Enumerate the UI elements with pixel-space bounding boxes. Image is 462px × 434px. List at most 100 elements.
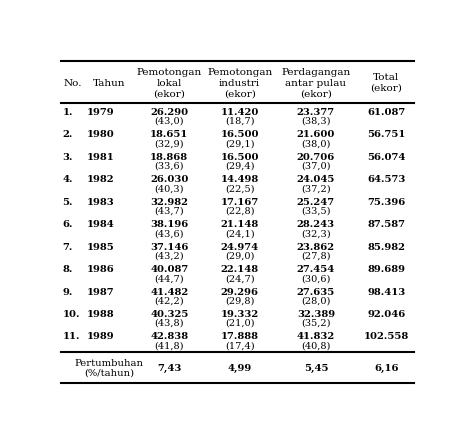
Text: (43,2): (43,2): [154, 251, 184, 260]
Text: 7.: 7.: [62, 242, 73, 251]
Text: 19.332: 19.332: [220, 309, 259, 318]
Text: 40.087: 40.087: [150, 264, 188, 273]
Text: 3.: 3.: [62, 153, 73, 161]
Text: (37,0): (37,0): [301, 161, 331, 171]
Text: 22.148: 22.148: [220, 264, 259, 273]
Text: 16.500: 16.500: [220, 130, 259, 139]
Text: 17.167: 17.167: [220, 197, 259, 206]
Text: (30,6): (30,6): [301, 273, 331, 283]
Text: (32,9): (32,9): [155, 139, 184, 148]
Text: 1.: 1.: [62, 108, 73, 117]
Text: (18,7): (18,7): [225, 117, 255, 126]
Text: (43,8): (43,8): [155, 318, 184, 327]
Text: 41.482: 41.482: [150, 287, 188, 296]
Text: 37.146: 37.146: [150, 242, 188, 251]
Text: (17,4): (17,4): [225, 341, 255, 350]
Text: (32,3): (32,3): [301, 229, 331, 238]
Text: Total
(ekor): Total (ekor): [371, 73, 402, 93]
Text: 2.: 2.: [62, 130, 73, 139]
Text: (33,6): (33,6): [155, 161, 184, 171]
Text: (38,3): (38,3): [301, 117, 331, 126]
Text: 1989: 1989: [87, 332, 115, 341]
Text: 24.974: 24.974: [220, 242, 259, 251]
Text: (38,0): (38,0): [301, 139, 331, 148]
Text: (27,8): (27,8): [301, 251, 331, 260]
Text: 28.243: 28.243: [297, 220, 335, 229]
Text: 1983: 1983: [87, 197, 115, 206]
Text: 1988: 1988: [87, 309, 115, 318]
Text: 98.413: 98.413: [367, 287, 405, 296]
Text: 1987: 1987: [87, 287, 115, 296]
Text: 85.982: 85.982: [367, 242, 405, 251]
Text: (44,7): (44,7): [154, 273, 184, 283]
Text: (43,7): (43,7): [154, 206, 184, 215]
Text: 26.030: 26.030: [150, 175, 188, 184]
Text: 17.888: 17.888: [221, 332, 259, 341]
Text: 23.862: 23.862: [297, 242, 335, 251]
Text: Pertumbuhan
(%/tahun): Pertumbuhan (%/tahun): [74, 358, 143, 377]
Text: 4.: 4.: [62, 175, 73, 184]
Text: 1980: 1980: [87, 130, 115, 139]
Text: 41.832: 41.832: [297, 332, 335, 341]
Text: 4,99: 4,99: [227, 363, 252, 372]
Text: 92.046: 92.046: [367, 309, 405, 318]
Text: 26.290: 26.290: [150, 108, 188, 117]
Text: 56.074: 56.074: [367, 153, 406, 161]
Text: 38.196: 38.196: [150, 220, 188, 229]
Text: 1985: 1985: [87, 242, 115, 251]
Text: 8.: 8.: [62, 264, 73, 273]
Text: 64.573: 64.573: [367, 175, 406, 184]
Text: 1982: 1982: [87, 175, 115, 184]
Text: 42.838: 42.838: [150, 332, 188, 341]
Text: 102.558: 102.558: [364, 332, 409, 341]
Text: 1984: 1984: [87, 220, 115, 229]
Text: (24,7): (24,7): [225, 273, 255, 283]
Text: 61.087: 61.087: [367, 108, 405, 117]
Text: 27.635: 27.635: [297, 287, 335, 296]
Text: (21,0): (21,0): [225, 318, 255, 327]
Text: 6.: 6.: [62, 220, 73, 229]
Text: 1986: 1986: [87, 264, 115, 273]
Text: 32.982: 32.982: [150, 197, 188, 206]
Text: (28,0): (28,0): [301, 296, 331, 305]
Text: (37,2): (37,2): [301, 184, 331, 193]
Text: 11.420: 11.420: [220, 108, 259, 117]
Text: 6,16: 6,16: [374, 363, 399, 372]
Text: 21.600: 21.600: [297, 130, 335, 139]
Text: 5,45: 5,45: [304, 363, 328, 372]
Text: 40.325: 40.325: [150, 309, 188, 318]
Text: 9.: 9.: [62, 287, 73, 296]
Text: (35,2): (35,2): [301, 318, 331, 327]
Text: (43,0): (43,0): [155, 117, 184, 126]
Text: 18.868: 18.868: [150, 153, 188, 161]
Text: (33,5): (33,5): [301, 206, 331, 215]
Text: (24,1): (24,1): [225, 229, 255, 238]
Text: Pemotongan
industri
(ekor): Pemotongan industri (ekor): [207, 68, 272, 98]
Text: (41,8): (41,8): [155, 341, 184, 350]
Text: (29,1): (29,1): [225, 139, 255, 148]
Text: 32.389: 32.389: [297, 309, 335, 318]
Text: 1979: 1979: [87, 108, 115, 117]
Text: (29,8): (29,8): [225, 296, 255, 305]
Text: 18.651: 18.651: [150, 130, 188, 139]
Text: 29.296: 29.296: [221, 287, 259, 296]
Text: (40,8): (40,8): [301, 341, 331, 350]
Text: 11.: 11.: [62, 332, 80, 341]
Text: No.: No.: [64, 79, 83, 88]
Text: (29,4): (29,4): [225, 161, 255, 171]
Text: Tahun: Tahun: [93, 79, 125, 88]
Text: (40,3): (40,3): [155, 184, 184, 193]
Text: 16.500: 16.500: [220, 153, 259, 161]
Text: (29,0): (29,0): [225, 251, 255, 260]
Text: 87.587: 87.587: [367, 220, 405, 229]
Text: 75.396: 75.396: [367, 197, 405, 206]
Text: 25.247: 25.247: [297, 197, 335, 206]
Text: 21.148: 21.148: [220, 220, 259, 229]
Text: 20.706: 20.706: [297, 153, 335, 161]
Text: (42,2): (42,2): [154, 296, 184, 305]
Text: 24.045: 24.045: [297, 175, 335, 184]
Text: (22,8): (22,8): [225, 206, 255, 215]
Text: (22,5): (22,5): [225, 184, 255, 193]
Text: 7,43: 7,43: [157, 363, 182, 372]
Text: Perdagangan
antar pulau
(ekor): Perdagangan antar pulau (ekor): [281, 68, 351, 98]
